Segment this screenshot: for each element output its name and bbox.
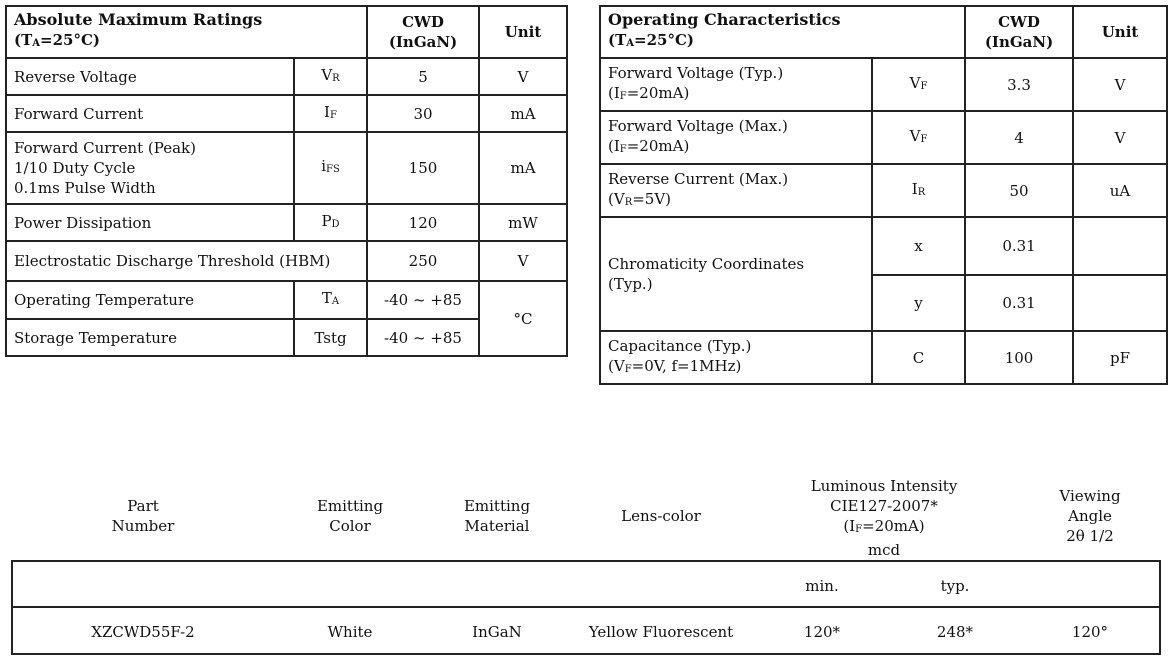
table-row: Forward Current IF 30 mA (5, 94, 568, 133)
unit: V (1072, 57, 1169, 112)
product-table-divider (11, 606, 1161, 608)
unit: mA (478, 131, 568, 205)
header-lens-color: Lens-color (621, 507, 701, 525)
cell-lens-color: Yellow Fluorescent (588, 623, 734, 641)
value-x: 0.31 (964, 216, 1075, 276)
amr-title: Absolute Maximum Ratings (14, 10, 263, 29)
param-esd-threshold: Electrostatic Discharge Threshold (HBM) (5, 240, 368, 282)
amr-cwd-header: CWD (InGaN) (366, 5, 480, 59)
value: -40 ~ +85 (366, 318, 480, 357)
header-emitting-material: Emitting Material (463, 497, 531, 535)
table-row: Operating Temperature TA -40 ~ +85 °C (5, 280, 568, 357)
header-viewing-angle: Viewing Angle 2θ 1/2 (1059, 487, 1121, 545)
cell-part-number: XZCWD55F-2 (91, 623, 195, 641)
value: 120 (366, 203, 480, 242)
symbol: Tstg (293, 318, 368, 357)
value: 150 (366, 131, 480, 205)
value: 30 (366, 94, 480, 133)
param-reverse-current-max: Reverse Current (Max.) (VR=5V) (599, 163, 873, 218)
param-reverse-voltage: Reverse Voltage (5, 57, 295, 96)
absolute-max-ratings-table: Absolute Maximum Ratings (TA=25°C) CWD (I… (5, 5, 568, 357)
header-luminous-intensity: Luminous Intensity CIE127-2007* (IF=20mA… (810, 477, 958, 559)
unit-temperature: °C (478, 280, 568, 357)
cell-emitting-material: InGaN (472, 623, 522, 641)
table-row: Electrostatic Discharge Threshold (HBM) … (5, 240, 568, 282)
param-capacitance: Capacitance (Typ.) (VF=0V, f=1MHz) (599, 330, 873, 385)
unit-empty (1072, 274, 1169, 332)
value: 100 (964, 330, 1075, 385)
table-row: Reverse Current (Max.) (VR=5V) IR 50 uA (599, 163, 1169, 218)
cell-emitting-color: White (327, 623, 373, 641)
unit: mA (478, 94, 568, 133)
symbol: VR (293, 57, 368, 96)
opc-cwd-header: CWD (InGaN) (964, 5, 1075, 59)
cell-intensity-typ: 248* (936, 623, 974, 641)
table-row: Reverse Voltage VR 5 V (5, 57, 568, 96)
symbol: PD (293, 203, 368, 242)
symbol: VF (870, 57, 967, 112)
value: 250 (366, 240, 480, 282)
unit-empty (1072, 216, 1169, 276)
symbol: C (870, 330, 967, 385)
symbol: IF (293, 94, 368, 133)
unit: pF (1072, 330, 1169, 385)
value: 3.3 (964, 57, 1075, 112)
table-row: Forward Current (Peak) 1/10 Duty Cycle 0.1… (5, 131, 568, 205)
param-forward-current-peak: Forward Current (Peak) 1/10 Duty Cycle 0.1… (5, 131, 295, 205)
amr-condition: (TA=25°C) (14, 31, 101, 49)
param-forward-voltage-max: Forward Voltage (Max.) (IF=20mA) (599, 110, 873, 165)
cell-intensity-min: 120* (803, 623, 841, 641)
symbol: VF (870, 110, 967, 165)
unit: V (478, 240, 568, 282)
value: 5 (366, 57, 480, 96)
param-chromaticity: Chromaticity Coordinates (Typ.) (599, 216, 873, 332)
unit: V (478, 57, 568, 96)
unit: V (1072, 110, 1169, 165)
param-forward-current: Forward Current (5, 94, 295, 133)
unit: uA (1072, 163, 1169, 218)
value: 50 (964, 163, 1075, 218)
param-forward-voltage-typ: Forward Voltage (Typ.) (IF=20mA) (599, 57, 873, 112)
symbol: TA (293, 280, 368, 320)
table-row: Storage Temperature Tstg -40 ~ +85 (5, 318, 567, 357)
subheader-min: min. (805, 577, 839, 595)
opc-condition: (TA=25°C) (608, 31, 695, 49)
param-storage-temperature: Storage Temperature (5, 318, 295, 357)
cell-viewing-angle: 120° (1071, 623, 1109, 641)
amr-unit-header: Unit (478, 5, 568, 59)
symbol: iFS (293, 131, 368, 205)
header-part-number: Part Number (111, 497, 175, 535)
opc-title-cell: Operating Characteristics (TA=25°C) (598, 5, 967, 59)
header-emitting-color: Emitting Color (316, 497, 384, 535)
subheader-typ: typ. (940, 577, 970, 595)
unit: mW (478, 203, 568, 242)
value: 4 (964, 110, 1075, 165)
amr-title-cell: Absolute Maximum Ratings (TA=25°C) (5, 5, 368, 59)
value-y: 0.31 (964, 274, 1075, 332)
opc-title: Operating Characteristics (608, 10, 841, 29)
symbol-y: y (870, 274, 967, 332)
table-row: Chromaticity Coordinates (Typ.) x 0.31 (599, 216, 1169, 332)
opc-unit-header: Unit (1072, 5, 1169, 59)
table-row: Forward Voltage (Max.) (IF=20mA) VF 4 V (599, 110, 1169, 165)
param-power-dissipation: Power Dissipation (5, 203, 295, 242)
param-operating-temperature: Operating Temperature (5, 280, 295, 320)
symbol-x: x (870, 216, 967, 276)
table-row: Power Dissipation PD 120 mW (5, 203, 568, 242)
table-row: Capacitance (Typ.) (VF=0V, f=1MHz) C 100… (599, 330, 1169, 385)
symbol: IR (870, 163, 967, 218)
value: -40 ~ +85 (366, 280, 480, 320)
table-row: y 0.31 (600, 274, 1169, 332)
table-row: Forward Voltage (Typ.) (IF=20mA) VF 3.3 … (599, 57, 1169, 112)
operating-characteristics-table: Operating Characteristics (TA=25°C) CWD(… (598, 5, 1169, 385)
